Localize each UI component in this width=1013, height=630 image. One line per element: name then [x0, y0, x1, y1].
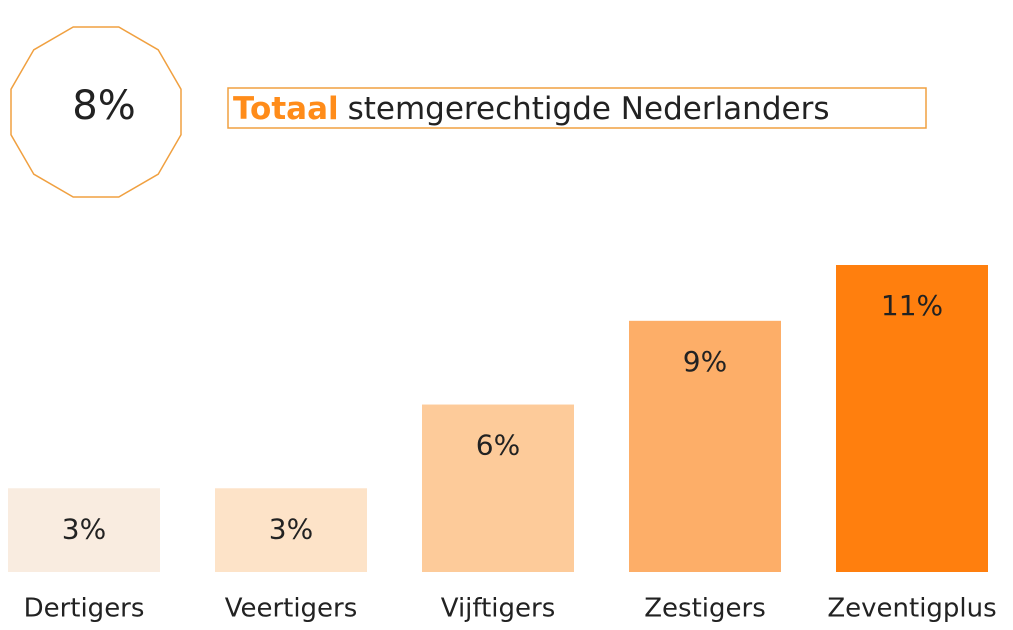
bar	[836, 265, 988, 572]
badge-outline	[10, 26, 182, 198]
value-label: 6%	[476, 429, 520, 462]
x-tick-label: Veertigers	[225, 594, 358, 624]
title: Totaal stemgerechtigde Nederlanders	[233, 91, 829, 127]
title-box	[227, 87, 927, 129]
title-bold: Totaal	[233, 91, 339, 127]
title-rest: stemgerechtigde Nederlanders	[348, 91, 830, 127]
value-label: 3%	[269, 512, 313, 545]
x-tick-label: Zestigers	[644, 594, 766, 624]
total-value: 8%	[72, 83, 135, 129]
value-label: 11%	[881, 289, 943, 322]
value-label: 9%	[683, 345, 727, 378]
x-tick-label: Dertigers	[24, 594, 145, 624]
bar	[422, 404, 574, 572]
value-label: 3%	[62, 512, 106, 545]
x-tick-label: Vijftigers	[441, 594, 556, 624]
bar	[215, 488, 367, 572]
bar	[8, 488, 160, 572]
x-tick-label: Zeventigplus	[827, 594, 996, 624]
bar	[629, 320, 781, 572]
